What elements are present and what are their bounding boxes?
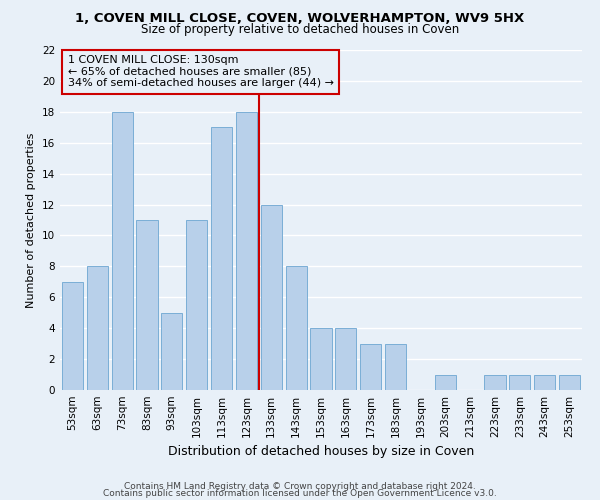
Bar — [286, 266, 307, 390]
Bar — [161, 312, 182, 390]
Bar — [310, 328, 332, 390]
Text: Contains HM Land Registry data © Crown copyright and database right 2024.: Contains HM Land Registry data © Crown c… — [124, 482, 476, 491]
Bar — [112, 112, 133, 390]
Bar — [484, 374, 506, 390]
Bar — [534, 374, 555, 390]
Bar — [435, 374, 456, 390]
Bar — [186, 220, 207, 390]
Bar — [136, 220, 158, 390]
Bar — [62, 282, 83, 390]
Y-axis label: Number of detached properties: Number of detached properties — [26, 132, 37, 308]
Bar — [261, 204, 282, 390]
Bar — [211, 128, 232, 390]
Bar — [385, 344, 406, 390]
Bar — [360, 344, 381, 390]
Bar — [509, 374, 530, 390]
X-axis label: Distribution of detached houses by size in Coven: Distribution of detached houses by size … — [168, 446, 474, 458]
Bar — [87, 266, 108, 390]
Bar — [335, 328, 356, 390]
Bar — [559, 374, 580, 390]
Text: 1, COVEN MILL CLOSE, COVEN, WOLVERHAMPTON, WV9 5HX: 1, COVEN MILL CLOSE, COVEN, WOLVERHAMPTO… — [76, 12, 524, 26]
Text: 1 COVEN MILL CLOSE: 130sqm
← 65% of detached houses are smaller (85)
34% of semi: 1 COVEN MILL CLOSE: 130sqm ← 65% of deta… — [68, 55, 334, 88]
Bar — [236, 112, 257, 390]
Text: Contains public sector information licensed under the Open Government Licence v3: Contains public sector information licen… — [103, 489, 497, 498]
Text: Size of property relative to detached houses in Coven: Size of property relative to detached ho… — [141, 22, 459, 36]
